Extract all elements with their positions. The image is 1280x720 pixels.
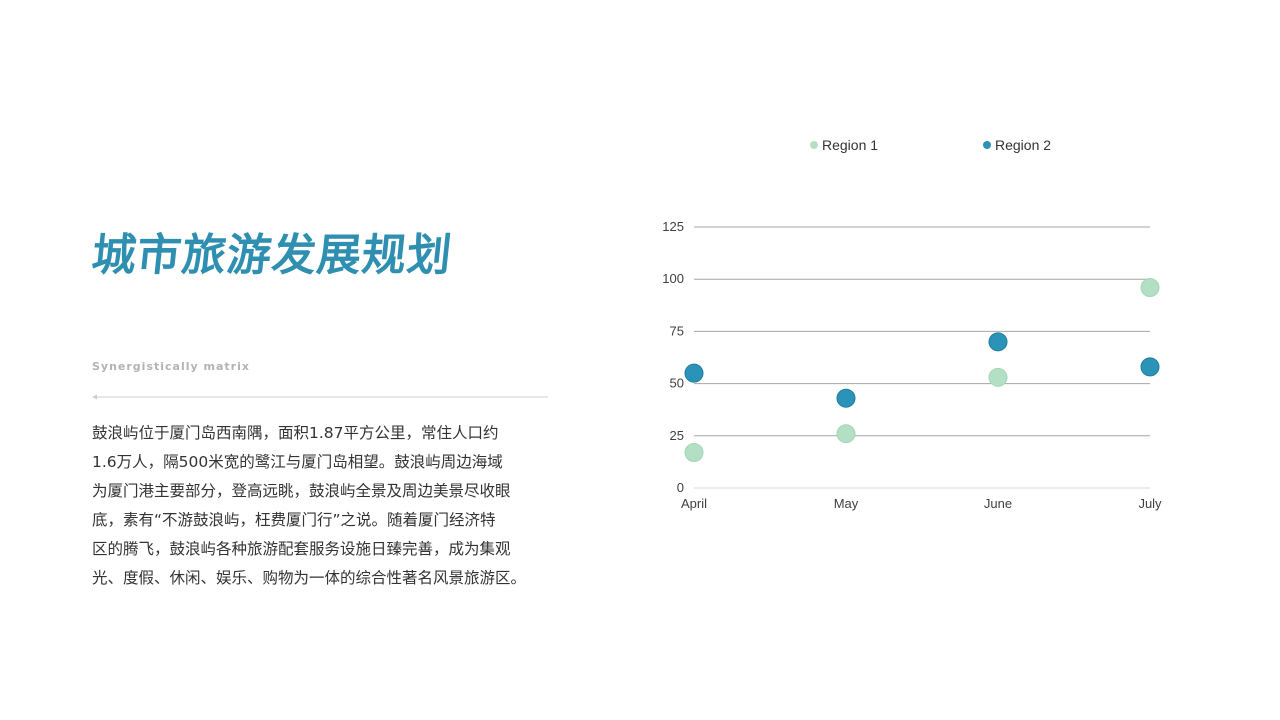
y-tick-label: 125 <box>662 219 684 234</box>
data-point-region-1 <box>1140 278 1160 298</box>
data-point-region-2 <box>684 363 704 383</box>
legend-item-region-1: Region 1 <box>810 137 878 153</box>
y-tick-label: 50 <box>670 376 684 391</box>
page-subtitle: Synergistically matrix <box>92 360 250 373</box>
x-tick-label: June <box>984 496 1012 511</box>
y-tick-label: 0 <box>677 480 684 495</box>
paragraph-line: 底，素有“不游鼓浪屿，枉费厦门行”之说。随着厦门经济特 <box>92 511 496 529</box>
paragraph-line: 光、度假、休闲、娱乐、购物为一体的综合性著名风景旅游区。 <box>92 569 527 587</box>
legend-marker-region-2 <box>983 141 991 149</box>
page-title: 城市旅游发展规划 <box>89 230 455 281</box>
paragraph-line: 为厦门港主要部分，登高远眺，鼓浪屿全景及周边美景尽收眼 <box>92 482 511 500</box>
y-tick-label: 100 <box>662 271 684 286</box>
chart-legend: Region 1 Region 2 <box>0 137 1280 157</box>
data-point-region-1 <box>988 367 1008 387</box>
legend-label-region-2: Region 2 <box>995 137 1052 153</box>
data-point-region-2 <box>1140 357 1160 377</box>
y-tick-label: 25 <box>670 428 684 443</box>
data-point-region-2 <box>988 332 1008 352</box>
arrow-divider <box>92 394 548 400</box>
paragraph-line: 1.6万人，隔500米宽的鹭江与厦门岛相望。鼓浪屿周边海域 <box>92 453 503 471</box>
scatter-chart: 0 25 50 75 100 125 April May June July <box>662 219 1162 511</box>
paragraph-line: 鼓浪屿位于厦门岛西南隅，面积1.87平方公里，常住人口约 <box>92 424 499 442</box>
x-tick-label: April <box>681 496 707 511</box>
data-point-region-1 <box>684 443 704 463</box>
legend-marker-region-1 <box>810 141 818 149</box>
data-point-region-2 <box>836 388 856 408</box>
paragraph-line: 区的腾飞，鼓浪屿各种旅游配套服务设施日臻完善，成为集观 <box>92 540 511 558</box>
y-tick-label: 75 <box>670 323 684 338</box>
description-paragraph: 鼓浪屿位于厦门岛西南隅，面积1.87平方公里，常住人口约 1.6万人，隔500米… <box>92 419 562 593</box>
data-point-region-1 <box>836 424 856 444</box>
legend-item-region-2: Region 2 <box>983 137 1051 153</box>
x-tick-label: July <box>1138 496 1162 511</box>
x-tick-label: May <box>834 496 859 511</box>
legend-label-region-1: Region 1 <box>822 137 879 153</box>
